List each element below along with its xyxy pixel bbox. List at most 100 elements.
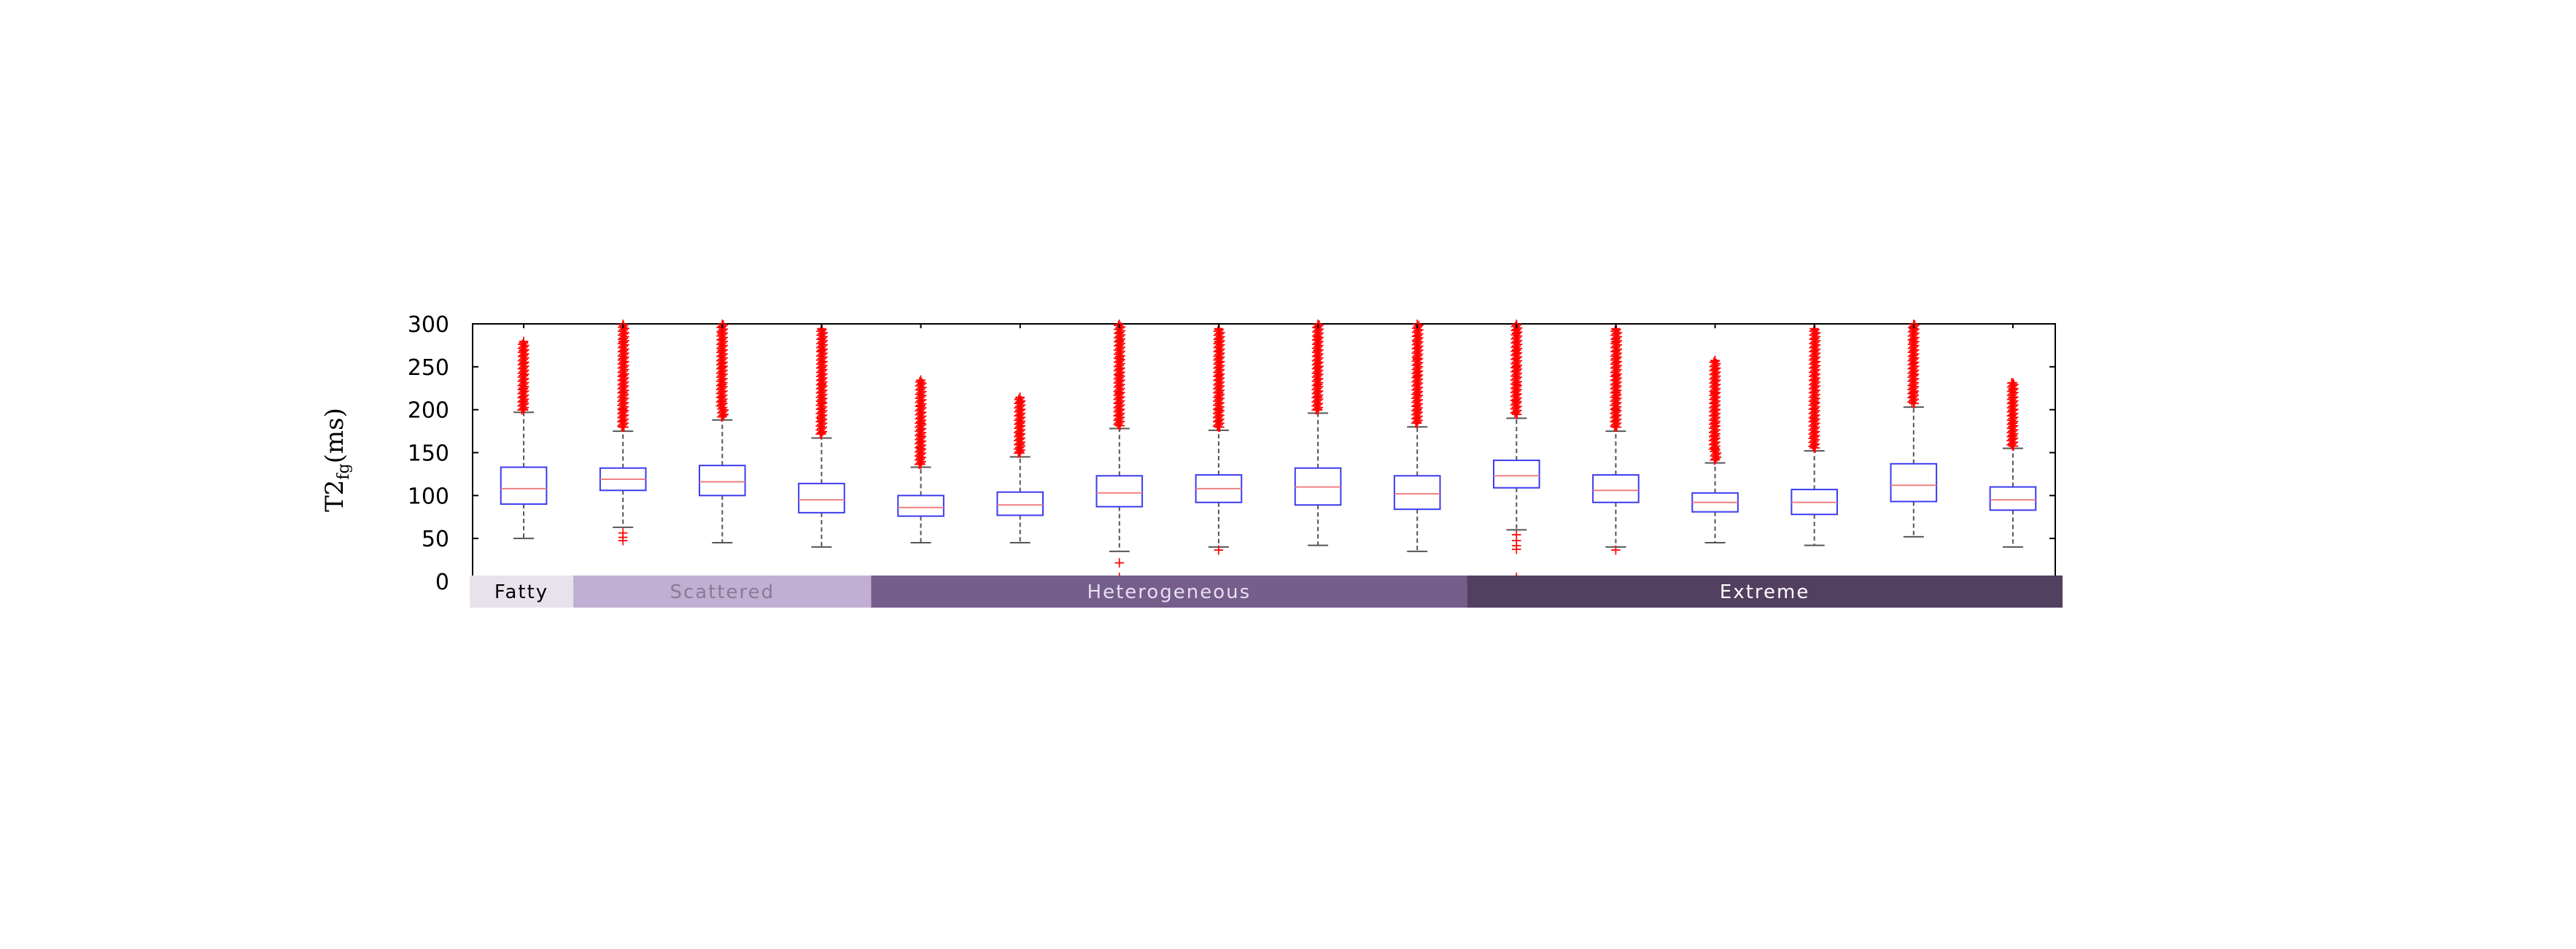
outlier-marker: + [1310,389,1322,406]
outlier-marker: + [1212,411,1225,429]
outlier-marker: + [618,393,631,411]
outlier-marker: + [1114,338,1127,356]
outlier-marker: + [1015,417,1027,434]
box-1: ++++++++++++++++++++++++++++++++++++++++… [500,324,548,581]
outlier-marker: + [1015,441,1027,459]
outlier-marker: + [1212,334,1225,352]
outlier-marker: + [814,417,826,434]
outlier-marker: + [1709,418,1721,435]
outlier-marker: + [1708,434,1720,452]
outlier-marker: + [1313,333,1325,350]
outlier-marker: + [1211,376,1224,393]
outlier-marker: + [1510,320,1523,338]
outlier-marker: + [1112,337,1125,355]
outlier-marker: + [816,325,829,342]
outlier-marker: + [1709,422,1721,439]
outlier-marker: + [1611,323,1623,341]
outlier-marker: + [715,376,727,394]
outlier-marker: + [1114,322,1127,339]
outlier-marker: + [1412,382,1424,400]
outlier-marker: + [1313,341,1325,358]
outlier-marker: + [1907,355,1920,372]
outlier-marker: + [1114,323,1126,341]
outlier-marker: + [1810,328,1823,345]
outlier-marker: + [1907,342,1920,360]
outlier-marker: + [617,366,629,384]
outlier-marker: + [1708,438,1720,456]
outlier-marker: + [616,330,629,348]
outlier-marker: + [2007,379,2020,397]
outlier-marker: + [1412,399,1424,417]
outlier-marker: + [1807,368,1820,385]
outlier-marker: + [717,373,729,391]
outlier-marker: + [915,448,928,465]
outlier-marker: + [1012,390,1025,408]
outlier-marker: + [815,403,828,420]
outlier-marker: + [1511,384,1524,402]
outlier-marker: + [1909,320,1921,338]
outlier-marker: + [1213,391,1225,408]
outlier-marker: + [1510,390,1522,408]
outlier-marker: + [715,352,727,369]
outlier-marker: + [1211,388,1224,406]
outlier-marker: + [1809,426,1822,443]
outlier-marker: + [1313,316,1325,333]
outlier-marker: + [915,404,927,422]
outlier-marker: + [1211,400,1224,418]
outlier-marker: + [1015,433,1027,450]
outlier-marker: + [519,381,531,399]
outlier-marker: + [1512,344,1524,361]
outlier-marker: + [1411,367,1424,384]
outlier-marker: + [1113,409,1125,427]
outlier-marker: + [617,333,629,350]
outlier-marker: + [915,452,928,470]
outlier-marker: + [1214,410,1226,427]
outlier-marker: + [1112,353,1125,371]
outlier-marker: + [815,425,828,443]
outlier-marker: + [1610,407,1622,425]
outlier-marker: + [1807,392,1820,409]
outlier-marker: + [1710,367,1723,384]
outlier-marker: + [1114,336,1126,353]
outlier-marker: + [1214,323,1227,341]
outlier-marker: + [1808,392,1820,410]
outlier-marker: + [1907,394,1920,411]
outlier-marker: + [1908,390,1920,408]
outlier-marker: + [617,354,629,371]
outlier-marker: + [817,328,829,345]
outlier-marker: + [1710,449,1722,467]
outlier-marker: + [817,344,829,362]
outlier-marker: + [915,441,927,459]
outlier-marker: + [817,414,829,432]
outlier-marker: + [1909,361,1921,379]
y-tick-label: 250 [408,355,449,381]
outlier-marker: + [716,321,729,338]
outlier-marker: + [1708,451,1720,468]
outlier-marker: + [1710,445,1722,462]
outlier-marker: + [1311,346,1324,363]
outlier-marker: + [1609,379,1621,397]
outlier-marker: + [1610,366,1622,384]
outlier-marker: + [1311,391,1324,408]
outlier-marker: + [1311,333,1324,351]
outlier-marker: + [1709,409,1721,427]
outlier-marker: + [814,396,826,414]
outlier-marker: + [1709,376,1721,394]
outlier-marker: + [1311,371,1324,388]
outlier-marker: + [1807,400,1820,418]
box-6: ++++++++++++++++++++++++++++++++++++++++… [996,324,1044,581]
outlier-marker: + [517,391,529,408]
outlier-marker: + [913,447,926,465]
outlier-marker: + [1709,451,1721,468]
outlier-marker: + [716,325,729,343]
outlier-marker: + [1809,368,1822,386]
outlier-marker: + [717,349,729,366]
outlier-marker: + [516,372,528,390]
outlier-marker: + [1609,334,1621,352]
outlier-marker: + [915,448,927,465]
outlier-marker: + [1310,384,1322,402]
outlier-marker: + [715,384,727,402]
outlier-marker: + [618,390,631,407]
outlier-marker: + [815,362,828,379]
